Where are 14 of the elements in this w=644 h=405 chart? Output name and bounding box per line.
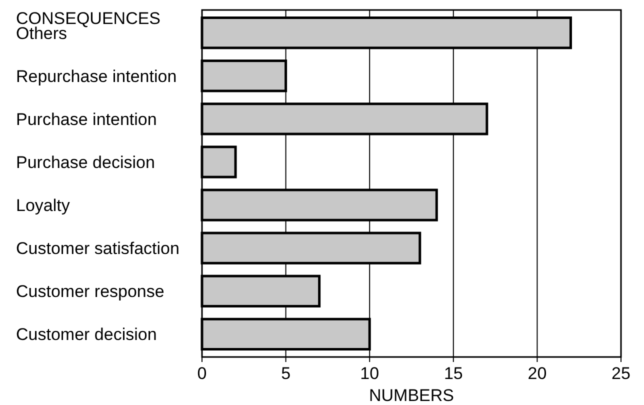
x-tick-label: 0	[197, 364, 207, 383]
x-tick-label: 25	[612, 364, 630, 383]
x-tick-label: 15	[444, 364, 463, 383]
y-tick-label: Purchase intention	[16, 110, 157, 129]
y-tick-label: Customer satisfaction	[16, 239, 180, 258]
x-axis-title: NUMBERS	[368, 386, 454, 405]
y-tick-label: Loyalty	[16, 196, 70, 216]
x-tick-label: 5	[281, 364, 291, 383]
y-tick-label: Repurchase intention	[16, 66, 177, 86]
x-tick-label: 10	[360, 364, 380, 383]
y-tick-label: Customer decision	[16, 325, 157, 344]
y-tick-label: Purchase decision	[16, 152, 155, 172]
x-tick-label: 20	[528, 364, 547, 383]
y-tick-label: Customer response	[16, 282, 164, 302]
